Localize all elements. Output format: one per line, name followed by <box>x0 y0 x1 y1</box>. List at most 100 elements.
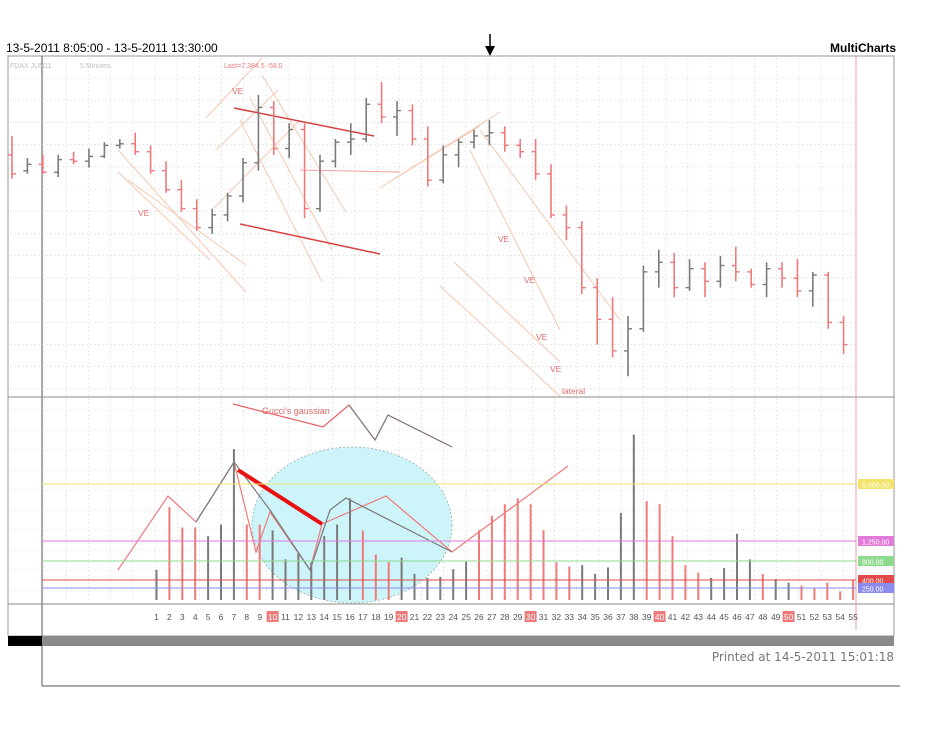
x-tick-label: 42 <box>681 612 691 622</box>
support-line <box>239 223 381 255</box>
price-bar <box>208 208 217 234</box>
x-tick-label: 36 <box>603 612 613 622</box>
price-bar <box>531 139 540 181</box>
price-bar <box>423 126 432 187</box>
price-bar <box>192 199 201 231</box>
price-bar <box>300 123 309 219</box>
x-tick-label: 33 <box>565 612 575 622</box>
price-bar <box>54 154 63 177</box>
oscillator-line-red <box>117 460 569 572</box>
price-bar <box>516 139 525 159</box>
price-bar <box>593 278 602 345</box>
trend-channel-line <box>215 89 279 151</box>
printed-timestamp: Printed at 14-5-2011 15:01:18 <box>711 650 894 664</box>
x-tick-label: 34 <box>577 612 587 622</box>
highlight-slope-line <box>236 468 324 526</box>
ve-annotation: VE <box>550 364 562 374</box>
x-tick-label: 20 <box>397 612 407 622</box>
reference-level-badge <box>858 583 894 593</box>
x-tick-label: 45 <box>719 612 729 622</box>
x-tick-label: 3 <box>180 612 185 622</box>
x-tick-label: 50 <box>784 612 794 622</box>
x-tick-label: 39 <box>642 612 652 622</box>
reference-level-label: 1,250.00 <box>862 540 889 547</box>
x-tick-label: 55 <box>848 612 858 622</box>
x-tick-label: 6 <box>219 612 224 622</box>
trend-channel-line <box>469 149 561 331</box>
x-tick-label: 2 <box>167 612 172 622</box>
reference-level-label: 5,000.00 <box>862 483 889 490</box>
trend-channel-line <box>117 171 211 261</box>
ve-annotation: VE <box>232 86 244 96</box>
trend-channel-line <box>395 125 481 179</box>
price-bar <box>808 271 817 307</box>
x-tick-label: 16 <box>345 612 355 622</box>
price-bar <box>500 126 509 152</box>
price-bar <box>747 268 756 288</box>
x-tick-label: 21 <box>410 612 420 622</box>
x-tick-label: 17 <box>358 612 368 622</box>
reference-level-badge <box>858 575 894 585</box>
price-bar <box>254 94 263 171</box>
price-bar <box>654 249 663 288</box>
scrollbar-left <box>8 636 42 646</box>
ve-annotation: VE <box>536 332 548 342</box>
price-bar <box>547 164 555 219</box>
price-bar <box>685 259 694 291</box>
chart-frame <box>7 55 900 687</box>
x-tick-label: 11 <box>281 612 290 622</box>
cursor-arrow-icon <box>485 34 495 56</box>
tick-highlight <box>395 611 408 622</box>
reference-level-label: 250.00 <box>862 587 884 594</box>
price-bar <box>8 135 16 179</box>
x-tick-label: 30 <box>526 612 536 622</box>
date-range: 13-5-2011 8:05:00 - 13-5-2011 13:30:00 <box>6 41 218 55</box>
trend-channel-line <box>127 179 247 266</box>
x-tick-label: 28 <box>500 612 510 622</box>
tick-highlight <box>653 611 666 622</box>
x-tick-label: 1 <box>154 612 159 622</box>
x-tick-label: 4 <box>193 612 198 622</box>
x-tick-label: 31 <box>539 612 549 622</box>
price-bar <box>577 221 586 294</box>
x-tick-label: 29 <box>513 612 523 622</box>
x-tick-label: 24 <box>448 612 458 622</box>
price-bar <box>485 120 494 146</box>
price-bar <box>408 104 417 146</box>
x-tick-label: 44 <box>706 612 716 622</box>
price-bar <box>793 259 802 298</box>
price-bar <box>285 123 294 159</box>
x-tick-label: 8 <box>244 612 249 622</box>
x-tick-label: 14 <box>319 612 329 622</box>
x-tick-label: 48 <box>758 612 768 622</box>
brand-name: MultiCharts <box>830 41 896 55</box>
scrollbar-track[interactable] <box>42 636 894 646</box>
price-bar <box>177 180 186 212</box>
x-tick-label: 54 <box>835 612 845 622</box>
reference-level-badge <box>858 556 894 566</box>
price-bar <box>716 256 725 288</box>
x-tick-label: 32 <box>552 612 562 622</box>
x-tick-label: 27 <box>487 612 497 622</box>
x-tick-label: 38 <box>629 612 639 622</box>
x-tick-label: 7 <box>232 612 237 622</box>
trend-channel-line <box>453 261 561 363</box>
price-bar <box>454 139 463 168</box>
x-tick-label: 12 <box>294 612 304 622</box>
x-tick-label: 25 <box>461 612 471 622</box>
ve-annotation: VE <box>138 208 150 218</box>
price-bar <box>731 246 740 282</box>
tick-highlight <box>782 611 795 622</box>
x-tick-label: 47 <box>745 612 755 622</box>
price-bar <box>824 271 833 329</box>
symbol-label: FDAX JUN11 <box>10 63 52 70</box>
price-bar <box>778 262 786 288</box>
x-tick-label: 22 <box>423 612 433 622</box>
price-bar <box>115 139 124 149</box>
price-bar <box>23 158 32 174</box>
reference-level-badge <box>858 479 894 489</box>
price-bar <box>146 145 155 174</box>
price-bar <box>439 145 448 184</box>
x-tick-label: 53 <box>823 612 833 622</box>
